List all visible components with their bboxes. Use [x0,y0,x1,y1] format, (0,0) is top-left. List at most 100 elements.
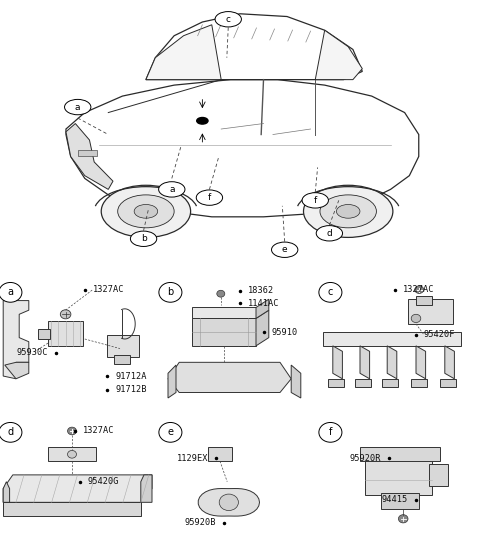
Circle shape [0,282,22,302]
Text: f: f [329,427,332,437]
Circle shape [319,422,342,442]
Polygon shape [3,301,29,379]
Polygon shape [198,488,260,516]
Text: 1141AC: 1141AC [248,299,279,308]
Bar [360,447,440,461]
Polygon shape [256,299,269,319]
Bar [365,454,432,496]
Polygon shape [66,80,419,217]
Polygon shape [291,365,301,398]
Polygon shape [445,346,455,379]
Bar [114,356,130,363]
Polygon shape [323,332,461,346]
Polygon shape [440,379,456,387]
Text: 1327AC: 1327AC [83,427,115,436]
Circle shape [197,118,208,124]
Text: d: d [7,427,13,437]
Text: a: a [169,185,175,194]
Polygon shape [3,482,10,502]
Text: 91712B: 91712B [115,385,147,394]
Circle shape [415,286,424,293]
Polygon shape [146,25,221,80]
Bar [48,447,96,461]
Polygon shape [5,362,29,379]
Text: c: c [328,287,333,297]
Text: 95920R: 95920R [349,454,381,463]
Text: c: c [226,15,231,24]
Circle shape [219,494,239,511]
Bar [78,150,96,156]
Text: b: b [167,287,174,297]
Circle shape [68,450,76,458]
Bar [48,321,83,346]
Bar [107,335,139,357]
Text: 1129EX: 1129EX [177,454,208,463]
Circle shape [272,242,298,258]
Text: e: e [168,427,173,437]
Text: d: d [326,229,332,238]
Text: b: b [141,234,146,243]
Text: 91712A: 91712A [115,371,147,381]
Circle shape [316,226,343,241]
Circle shape [336,204,360,218]
Bar [381,493,419,509]
Text: 18362: 18362 [248,287,274,296]
Polygon shape [168,362,291,393]
Circle shape [320,195,376,228]
Polygon shape [66,124,113,189]
Text: 95930C: 95930C [16,348,48,357]
Bar [416,296,432,305]
Polygon shape [146,14,362,80]
Circle shape [398,515,408,523]
Circle shape [319,282,342,302]
Circle shape [101,185,191,237]
Text: 1327AC: 1327AC [93,285,124,294]
Polygon shape [360,346,370,379]
Polygon shape [256,310,269,346]
Circle shape [64,99,91,115]
Polygon shape [328,379,344,387]
Polygon shape [192,307,256,319]
Polygon shape [383,379,398,387]
Bar [208,447,232,461]
Circle shape [158,181,185,197]
Circle shape [215,12,241,27]
Polygon shape [3,502,141,516]
Polygon shape [416,346,426,379]
Polygon shape [355,379,371,387]
Circle shape [159,422,182,442]
Text: a: a [7,287,13,297]
Circle shape [60,310,71,319]
Circle shape [196,190,223,206]
Circle shape [159,282,182,302]
Circle shape [118,195,174,228]
Text: 1327AC: 1327AC [403,285,435,294]
Circle shape [303,185,393,237]
Text: 95910: 95910 [272,328,298,337]
Bar [429,464,448,486]
Text: 95420G: 95420G [88,477,120,486]
Bar [38,329,49,339]
Polygon shape [141,475,152,502]
Text: 95420F: 95420F [424,330,456,339]
Polygon shape [315,30,362,80]
Polygon shape [333,346,342,379]
Circle shape [302,193,328,208]
Polygon shape [387,346,397,379]
Text: 95920B: 95920B [184,519,216,528]
Polygon shape [3,475,152,502]
Text: 94415: 94415 [382,495,408,504]
Bar [408,299,453,324]
Circle shape [411,314,421,323]
Text: a: a [75,102,81,111]
Polygon shape [411,379,427,387]
Circle shape [217,290,225,297]
Polygon shape [168,365,176,398]
Text: f: f [313,196,317,205]
Circle shape [68,427,76,435]
Circle shape [131,231,157,246]
Circle shape [134,204,157,218]
Circle shape [0,422,22,442]
Text: f: f [208,193,211,202]
Polygon shape [192,319,256,346]
